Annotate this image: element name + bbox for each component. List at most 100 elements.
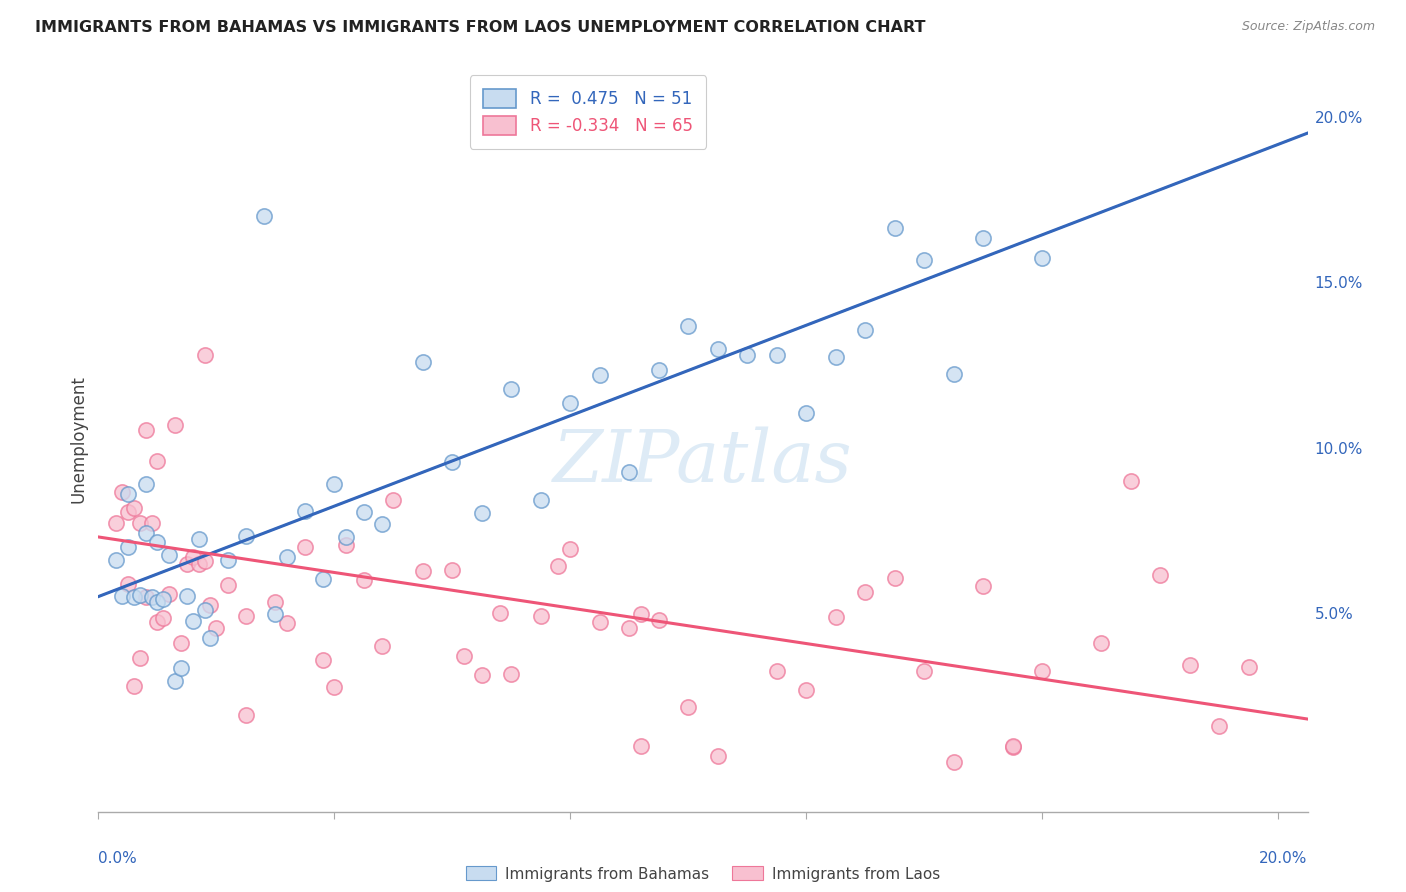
Point bbox=[194, 603, 217, 617]
Point bbox=[353, 505, 375, 519]
Point bbox=[1149, 568, 1171, 582]
Point bbox=[170, 661, 193, 675]
Point bbox=[794, 406, 817, 420]
Point bbox=[853, 585, 876, 599]
Point bbox=[912, 665, 935, 679]
Point bbox=[501, 382, 523, 396]
Point bbox=[157, 587, 180, 601]
Point bbox=[1001, 739, 1024, 753]
Point bbox=[1031, 665, 1053, 679]
Point bbox=[1119, 474, 1142, 488]
Point bbox=[883, 221, 905, 235]
Point bbox=[589, 615, 612, 629]
Point bbox=[1208, 718, 1230, 732]
Point bbox=[117, 576, 139, 591]
Point bbox=[530, 608, 553, 623]
Point bbox=[146, 454, 169, 468]
Legend: Immigrants from Bahamas, Immigrants from Laos: Immigrants from Bahamas, Immigrants from… bbox=[460, 860, 946, 888]
Point bbox=[152, 611, 174, 625]
Point bbox=[824, 350, 846, 364]
Point bbox=[382, 492, 405, 507]
Y-axis label: Unemployment: Unemployment bbox=[69, 376, 87, 503]
Point bbox=[181, 549, 204, 564]
Point bbox=[111, 589, 134, 603]
Point bbox=[252, 209, 274, 223]
Point bbox=[765, 347, 787, 361]
Point bbox=[181, 614, 204, 628]
Point bbox=[530, 492, 553, 507]
Point bbox=[194, 348, 217, 362]
Point bbox=[678, 700, 700, 714]
Point bbox=[146, 594, 169, 608]
Text: Source: ZipAtlas.com: Source: ZipAtlas.com bbox=[1241, 20, 1375, 33]
Text: 0.0%: 0.0% bbox=[98, 851, 138, 865]
Point bbox=[135, 423, 157, 437]
Point bbox=[765, 664, 787, 678]
Point bbox=[128, 588, 150, 602]
Point bbox=[276, 616, 298, 631]
Text: IMMIGRANTS FROM BAHAMAS VS IMMIGRANTS FROM LAOS UNEMPLOYMENT CORRELATION CHART: IMMIGRANTS FROM BAHAMAS VS IMMIGRANTS FR… bbox=[35, 20, 925, 35]
Text: ZIPatlas: ZIPatlas bbox=[553, 426, 853, 497]
Point bbox=[217, 553, 239, 567]
Point bbox=[294, 504, 316, 518]
Point bbox=[235, 707, 257, 722]
Point bbox=[370, 516, 392, 531]
Point bbox=[335, 538, 357, 552]
Point bbox=[883, 571, 905, 585]
Point bbox=[146, 615, 169, 630]
Point bbox=[205, 621, 228, 635]
Point bbox=[942, 367, 965, 381]
Point bbox=[560, 396, 582, 410]
Point bbox=[706, 342, 728, 356]
Point bbox=[488, 606, 510, 620]
Point bbox=[170, 636, 193, 650]
Point bbox=[264, 607, 287, 621]
Point bbox=[794, 683, 817, 698]
Point bbox=[441, 455, 464, 469]
Point bbox=[264, 595, 287, 609]
Point bbox=[187, 557, 209, 571]
Point bbox=[117, 540, 139, 554]
Point bbox=[294, 540, 316, 554]
Point bbox=[412, 355, 434, 369]
Point bbox=[972, 579, 994, 593]
Point bbox=[311, 653, 333, 667]
Point bbox=[1178, 658, 1201, 673]
Point bbox=[335, 530, 357, 544]
Point bbox=[1031, 251, 1053, 265]
Point bbox=[589, 368, 612, 382]
Point bbox=[412, 565, 434, 579]
Point bbox=[235, 529, 257, 543]
Point bbox=[176, 557, 198, 571]
Point bbox=[122, 679, 145, 693]
Point bbox=[706, 749, 728, 764]
Point bbox=[105, 553, 128, 567]
Point bbox=[141, 516, 163, 530]
Point bbox=[276, 549, 298, 564]
Point bbox=[501, 667, 523, 681]
Point bbox=[547, 558, 569, 573]
Point bbox=[194, 554, 217, 568]
Point bbox=[824, 610, 846, 624]
Point bbox=[471, 667, 494, 681]
Point bbox=[353, 574, 375, 588]
Point bbox=[619, 621, 641, 635]
Point bbox=[157, 548, 180, 562]
Point bbox=[122, 501, 145, 516]
Point bbox=[235, 608, 257, 623]
Point bbox=[141, 590, 163, 604]
Point bbox=[200, 631, 222, 645]
Point bbox=[117, 505, 139, 519]
Point bbox=[1001, 739, 1024, 754]
Point bbox=[128, 516, 150, 530]
Point bbox=[630, 607, 652, 621]
Point bbox=[619, 465, 641, 479]
Point bbox=[630, 739, 652, 753]
Point bbox=[453, 648, 475, 663]
Point bbox=[323, 476, 346, 491]
Point bbox=[176, 589, 198, 603]
Point bbox=[122, 590, 145, 604]
Point bbox=[111, 485, 134, 500]
Point bbox=[735, 348, 758, 362]
Point bbox=[135, 590, 157, 604]
